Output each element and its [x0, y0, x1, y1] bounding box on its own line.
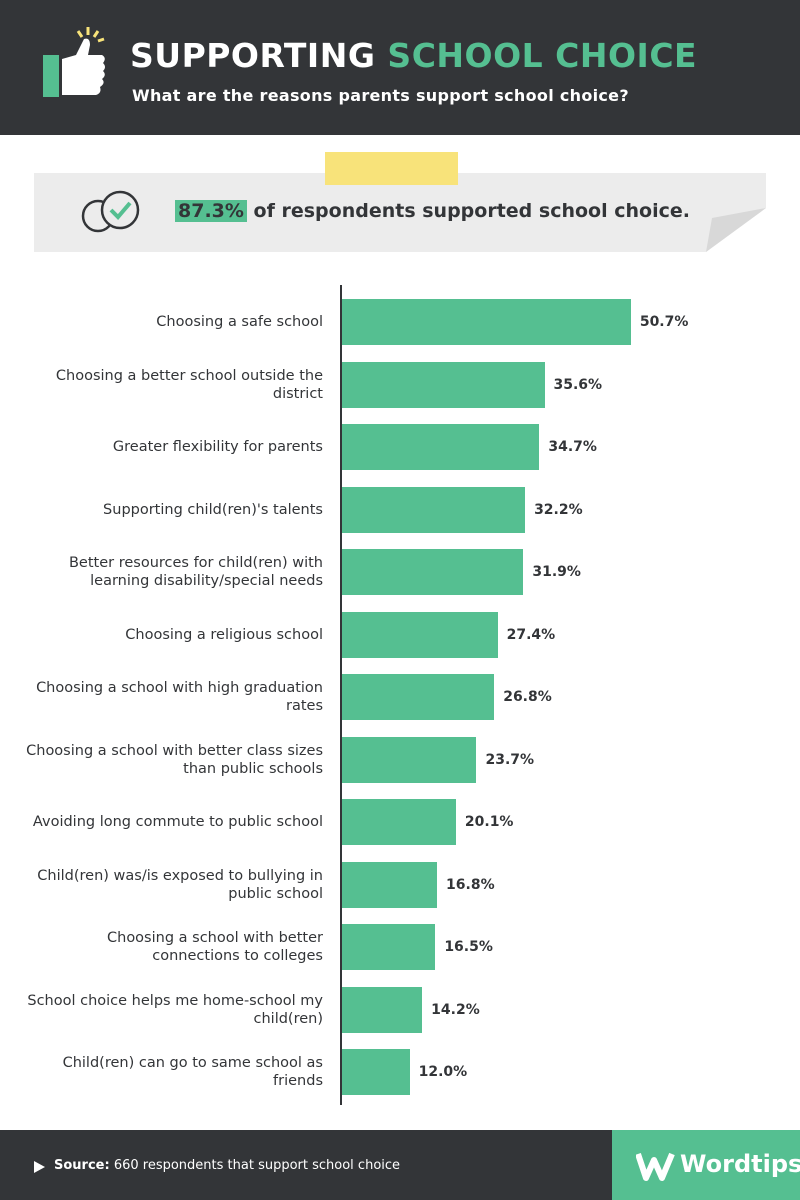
bar — [341, 674, 495, 720]
header — [0, 0, 800, 135]
bar — [341, 486, 526, 533]
callout-body: of respondents supported school choice. — [253, 200, 690, 222]
value-label: 32.2% — [534, 501, 583, 518]
play-icon — [34, 1161, 45, 1173]
category-label: Supporting child(ren)'s talents — [103, 501, 323, 518]
value-label: 23.7% — [485, 751, 535, 768]
brand-logo — [636, 1152, 675, 1181]
category-label: Better resources for child(ren) with lea… — [68, 555, 323, 589]
callout-box — [34, 173, 766, 252]
value-label: 34.7% — [548, 439, 597, 455]
category-label: School choice helps me home-school my ch… — [27, 992, 323, 1027]
bar — [341, 299, 631, 345]
category-label: Child(ren) was/is exposed to bullying in… — [37, 867, 323, 902]
source-text: 660 respondents that support school choi… — [113, 1158, 401, 1173]
title: SUPPORTING SCHOOL CHOICE — [130, 36, 697, 75]
bar — [341, 924, 436, 970]
value-label: 26.8% — [503, 689, 552, 705]
value-label: 50.7% — [639, 314, 689, 330]
brand: Wordtips — [680, 1150, 800, 1178]
value-label: 16.8% — [446, 876, 495, 893]
source-label: Source: — [54, 1158, 110, 1173]
category-label: Choosing a school with better connection… — [107, 930, 323, 964]
category-label: Choosing a safe school — [156, 314, 323, 330]
bar — [341, 424, 540, 470]
value-label: 16.5% — [444, 939, 493, 955]
tape — [325, 152, 458, 185]
value-label: 20.1% — [464, 814, 514, 830]
category-label: Child(ren) can go to same school as frie… — [62, 1055, 323, 1089]
category-label: Choosing a better school outside the dis… — [55, 367, 323, 402]
category-label: Choosing a school with better class size… — [26, 742, 323, 777]
category-label: Choosing a school with high graduation r… — [36, 680, 323, 714]
callout-highlight: 87.3% — [175, 200, 247, 222]
title-part: SUPPORTING — [130, 36, 376, 75]
subtitle: What are the reasons parents support sch… — [132, 86, 629, 105]
chat-check-icon — [81, 190, 140, 233]
bar — [341, 361, 545, 408]
category-label: Avoiding long commute to public school — [32, 814, 323, 830]
category-label: Greater flexibility for parents — [112, 439, 323, 455]
callout-text: 87.3% of respondents supported school ch… — [175, 200, 690, 222]
bar — [341, 611, 498, 658]
bar — [341, 799, 456, 845]
value-label: 31.9% — [532, 564, 581, 580]
thumbs-up-icon — [43, 27, 105, 97]
value-label: 14.2% — [431, 1001, 480, 1018]
source: Source: 660 respondents that support sch… — [54, 1158, 400, 1173]
bar — [341, 986, 423, 1033]
category-label: Choosing a religious school — [125, 626, 323, 643]
page-fold — [706, 208, 766, 252]
title-part: SCHOOL CHOICE — [387, 36, 698, 75]
value-label: 27.4% — [506, 626, 556, 643]
axis-line — [340, 285, 342, 1105]
bar — [341, 736, 477, 783]
value-label: 35.6% — [553, 376, 603, 393]
bar — [341, 1049, 410, 1095]
value-label: 12.0% — [418, 1064, 468, 1080]
bar — [341, 861, 438, 908]
bar — [341, 549, 524, 595]
